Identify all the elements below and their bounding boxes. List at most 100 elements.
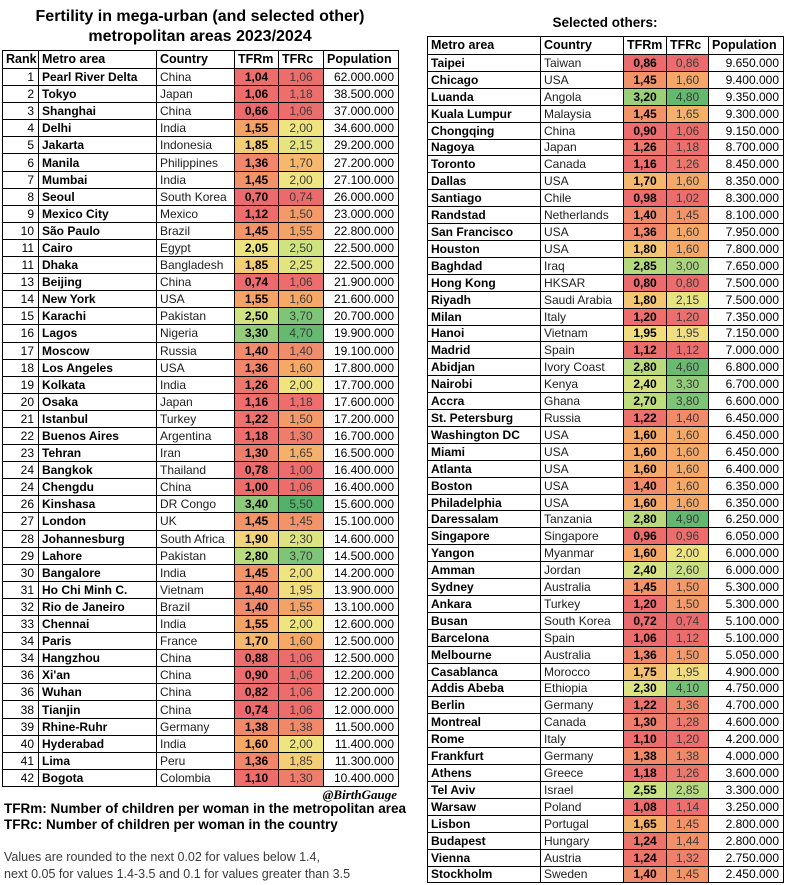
table-row: Sydney Australia 1,45 1,50 5.300.000 bbox=[428, 579, 784, 596]
tfrc-cell: 2,60 bbox=[667, 562, 709, 580]
tfrc-cell: 1,06 bbox=[279, 650, 324, 668]
metro-area-cell: Warsaw bbox=[428, 798, 541, 816]
tfrm-cell: 1,10 bbox=[235, 769, 279, 787]
tfrm-cell: 1,60 bbox=[624, 443, 667, 461]
tfrm-cell: 1,40 bbox=[624, 477, 667, 495]
rank-cell: 7 bbox=[3, 171, 39, 189]
metro-area-cell: Ho Chi Minh C. bbox=[39, 581, 157, 599]
tfrc-cell: 1,18 bbox=[279, 86, 324, 104]
tfrm-cell: 0,80 bbox=[624, 274, 667, 292]
rank-cell: 36 bbox=[3, 684, 39, 702]
metro-area-cell: Lisbon bbox=[428, 815, 541, 833]
tfrc-cell: 1,40 bbox=[279, 342, 324, 360]
population-cell: 7.500.000 bbox=[709, 274, 784, 292]
rank-cell: 42 bbox=[3, 769, 39, 787]
population-cell: 27.100.000 bbox=[324, 171, 399, 189]
rank-cell: 40 bbox=[3, 735, 39, 753]
tfrc-cell: 2,00 bbox=[279, 120, 324, 138]
table-row: 1 Pearl River Delta China 1,04 1,06 62.000.00… bbox=[3, 69, 399, 87]
population-cell: 27.200.000 bbox=[324, 154, 399, 172]
metro-area-cell: Philadelphia bbox=[428, 494, 541, 512]
table-row: 34 Paris France 1,70 1,60 12.500.000 bbox=[3, 633, 399, 651]
population-cell: 7.500.000 bbox=[709, 291, 784, 309]
population-cell: 19.100.000 bbox=[324, 342, 399, 360]
table-row: Boston USA 1,40 1,60 6.350.000 bbox=[428, 477, 784, 495]
tfrc-cell: 0,80 bbox=[667, 274, 709, 292]
tfrm-cell: 1,40 bbox=[624, 207, 667, 225]
population-cell: 7.000.000 bbox=[709, 342, 784, 360]
tfrm-cell: 1,45 bbox=[235, 513, 279, 531]
population-cell: 9.400.000 bbox=[709, 71, 784, 89]
table-row: Lisbon Portugal 1,65 1,45 2.800.000 bbox=[428, 815, 784, 833]
population-cell: 62.000.000 bbox=[324, 69, 399, 87]
country-cell: South Korea bbox=[157, 188, 235, 206]
table-row: 31 Ho Chi Minh C. Vietnam 1,40 1,95 13.900.00… bbox=[3, 581, 399, 599]
tfrc-cell: 0,74 bbox=[279, 188, 324, 206]
metro-area-cell: Osaka bbox=[39, 393, 157, 411]
table-row: Barcelona Spain 1,06 1,12 5.100.000 bbox=[428, 629, 784, 647]
metro-area-cell: Chennai bbox=[39, 616, 157, 634]
country-cell: Russia bbox=[541, 410, 624, 427]
population-cell: 16.400.000 bbox=[324, 462, 399, 480]
tfrc-cell: 1,70 bbox=[279, 154, 324, 172]
country-cell: Mexico bbox=[157, 205, 235, 223]
country-cell: USA bbox=[541, 173, 624, 191]
population-cell: 2.450.000 bbox=[709, 866, 784, 884]
country-cell: Canada bbox=[541, 156, 624, 174]
country-cell: China bbox=[157, 103, 235, 121]
table-row: Singapore Singapore 0,96 0,96 6.050.000 bbox=[428, 528, 784, 546]
population-cell: 13.100.000 bbox=[324, 598, 399, 616]
tfrc-cell: 1,30 bbox=[279, 769, 324, 787]
tfrm-cell: 1,55 bbox=[235, 120, 279, 138]
table-row: Hanoi Vietnam 1,95 1,95 7.150.000 bbox=[428, 325, 784, 343]
rank-cell: 28 bbox=[3, 530, 39, 548]
table-row: 17 Moscow Russia 1,40 1,40 19.100.000 bbox=[3, 342, 399, 360]
metro-area-cell: Bangkok bbox=[39, 462, 157, 480]
tfrm-cell: 1,36 bbox=[235, 359, 279, 377]
country-cell: Russia bbox=[157, 342, 235, 360]
country-cell: Vietnam bbox=[541, 325, 624, 343]
country-cell: Singapore bbox=[541, 528, 624, 546]
country-cell: Turkey bbox=[157, 410, 235, 428]
rank-cell: 26 bbox=[3, 496, 39, 514]
table-row: Addis Abeba Ethiopia 2,30 4,10 4.750.000 bbox=[428, 680, 784, 698]
population-cell: 34.600.000 bbox=[324, 120, 399, 138]
tfrc-cell: 2,00 bbox=[279, 735, 324, 753]
country-cell: Austria bbox=[541, 849, 624, 867]
metro-area-cell: Lima bbox=[39, 752, 157, 770]
metro-area-cell: Wuhan bbox=[39, 684, 157, 702]
country-cell: Japan bbox=[157, 86, 235, 104]
population-cell: 8.700.000 bbox=[709, 139, 784, 157]
metro-area-cell: Montreal bbox=[428, 714, 541, 732]
population-cell: 11.400.000 bbox=[324, 735, 399, 753]
population-cell: 37.000.000 bbox=[324, 103, 399, 121]
tfrm-cell: 1,60 bbox=[624, 426, 667, 444]
population-cell: 26.000.000 bbox=[324, 188, 399, 206]
population-cell: 3.300.000 bbox=[709, 781, 784, 799]
population-cell: 12.000.000 bbox=[324, 701, 399, 719]
country-cell: China bbox=[157, 667, 235, 685]
country-cell: USA bbox=[541, 224, 624, 241]
tfrm-cell: 2,80 bbox=[624, 511, 667, 529]
population-cell: 12.500.000 bbox=[324, 650, 399, 668]
country-cell: Spain bbox=[541, 629, 624, 647]
tfrc-cell: 1,50 bbox=[279, 205, 324, 223]
population-cell: 14.500.000 bbox=[324, 547, 399, 565]
table-row: Milan Italy 1,20 1,20 7.350.000 bbox=[428, 308, 784, 326]
tfrm-cell: 1,80 bbox=[624, 291, 667, 309]
tfrm-cell: 3,40 bbox=[235, 496, 279, 514]
population-cell: 6.400.000 bbox=[709, 460, 784, 478]
metro-area-cell: Yangon bbox=[428, 545, 541, 563]
population-cell: 12.500.000 bbox=[324, 633, 399, 651]
table-row: Casablanca Morocco 1,75 1,95 4.900.000 bbox=[428, 663, 784, 681]
tfrc-cell: 1,06 bbox=[279, 274, 324, 292]
tfrm-cell: 1,36 bbox=[624, 646, 667, 664]
metro-area-cell: Berlin bbox=[428, 697, 541, 715]
tfrc-cell: 1,45 bbox=[279, 513, 324, 531]
table-row: Amman Jordan 2,40 2,60 6.000.000 bbox=[428, 562, 784, 580]
column-header-pop: Population bbox=[709, 37, 784, 55]
metro-area-cell: Boston bbox=[428, 477, 541, 495]
population-cell: 9.350.000 bbox=[709, 88, 784, 106]
metro-area-cell: Beijing bbox=[39, 274, 157, 292]
population-cell: 7.650.000 bbox=[709, 257, 784, 275]
